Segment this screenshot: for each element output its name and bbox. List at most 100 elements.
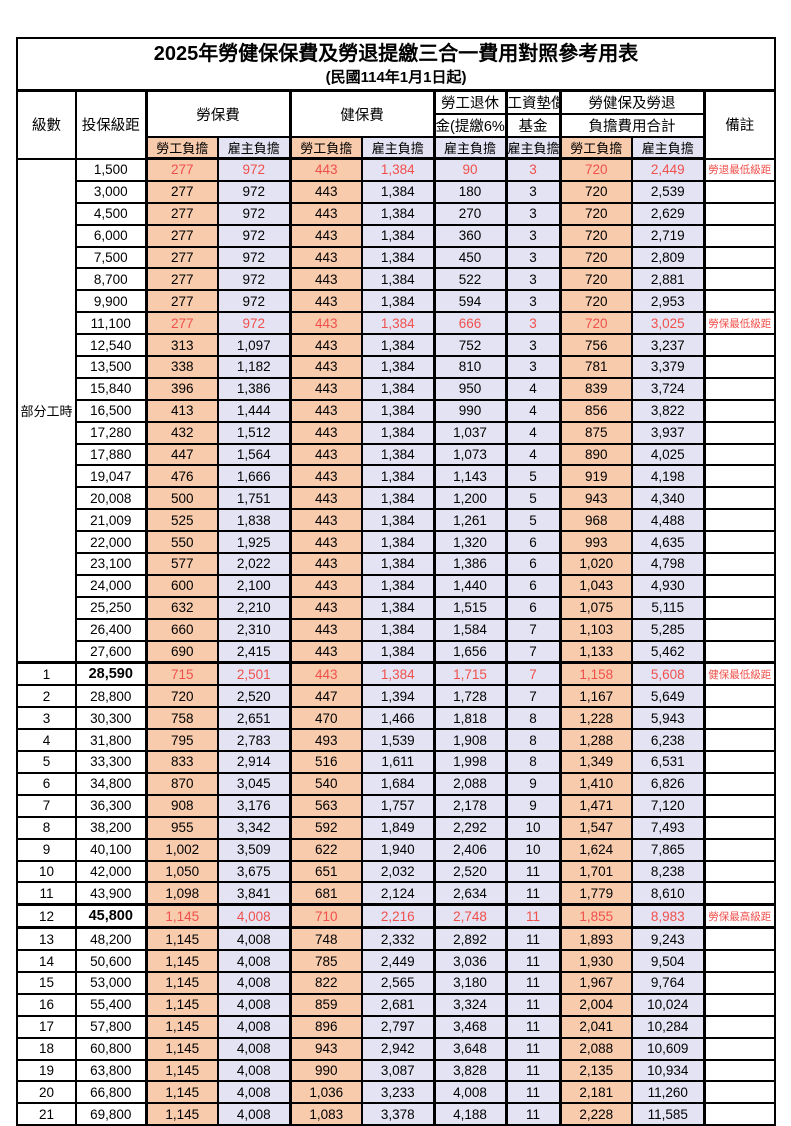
cell-labor-employee: 833 bbox=[144, 750, 219, 774]
table-row: 17 57,800 1,145 4,008 896 2,797 3,468 11 2,041 10… bbox=[16, 1014, 777, 1039]
cell-total-employee: 1,893 bbox=[558, 926, 633, 952]
cell-total-employee: 1,075 bbox=[558, 595, 633, 620]
cell-level: 19 bbox=[16, 1058, 77, 1083]
cell-total-employer: 2,881 bbox=[631, 267, 705, 292]
cell-health-employer: 2,449 bbox=[361, 949, 435, 973]
cell-health-employee: 681 bbox=[288, 881, 363, 906]
cell-total-employee: 993 bbox=[558, 530, 633, 555]
cell-health-employee: 443 bbox=[288, 157, 363, 182]
table-row: 9,900 277 972 443 1,384 594 3 720 2,953 bbox=[17, 289, 777, 314]
cell-fund-employer: 5 bbox=[504, 464, 561, 489]
cell-level: 21 bbox=[16, 1102, 77, 1126]
cell-health-employer: 1,849 bbox=[361, 815, 435, 840]
cell-health-employer: 1,384 bbox=[361, 201, 435, 226]
cell-fund-employer: 11 bbox=[504, 1036, 561, 1061]
cell-labor-employee: 955 bbox=[144, 815, 219, 840]
table-row: 15,840 396 1,386 443 1,384 950 4 839 3,724 bbox=[17, 376, 777, 401]
cell-total-employee: 919 bbox=[558, 464, 633, 489]
cell-health-employer: 1,384 bbox=[361, 245, 435, 270]
cell-health-employer: 2,942 bbox=[361, 1036, 435, 1061]
table-row: 12 45,800 1,145 4,008 710 2,216 2,748 11 1,855 8,… bbox=[16, 903, 777, 929]
cell-level: 8 bbox=[16, 815, 77, 840]
table-row: 20,008 500 1,751 443 1,384 1,200 5 943 4,340 bbox=[17, 486, 777, 511]
cell-fund-employer: 3 bbox=[504, 245, 561, 270]
cell-bracket: 31,800 bbox=[75, 728, 147, 753]
cell-remark bbox=[702, 684, 777, 709]
cell-labor-employee: 277 bbox=[144, 267, 219, 292]
table-row: 21 69,800 1,145 4,008 1,083 3,378 4,188 11 2,228… bbox=[16, 1102, 777, 1126]
cell-health-employer: 1,940 bbox=[361, 837, 435, 862]
cell-total-employee: 968 bbox=[558, 508, 633, 533]
cell-health-employer: 1,384 bbox=[361, 552, 435, 576]
cell-remark bbox=[702, 1058, 777, 1083]
cell-labor-employer: 3,675 bbox=[217, 859, 291, 884]
cell-remark bbox=[702, 881, 777, 906]
cell-pension-employer: 950 bbox=[432, 376, 507, 401]
cell-remark bbox=[702, 992, 777, 1017]
cell-remark bbox=[702, 639, 777, 665]
table-row: 部分工時 1,500 277 972 443 1,384 90 3 720 2,449 勞退最低級距 bbox=[16, 157, 777, 664]
cell-total-employee: 1,288 bbox=[558, 728, 633, 753]
cell-fund-employer: 9 bbox=[504, 793, 561, 818]
cell-health-employer: 1,384 bbox=[361, 464, 435, 489]
cell-labor-employer: 4,008 bbox=[217, 1036, 291, 1061]
cell-total-employee: 943 bbox=[558, 486, 633, 511]
table-row: 25,250 632 2,210 443 1,384 1,515 6 1,075 5,115 bbox=[17, 595, 777, 620]
cell-fund-employer: 4 bbox=[504, 442, 561, 467]
cell-health-employer: 1,384 bbox=[361, 508, 435, 533]
cell-health-employee: 443 bbox=[288, 289, 363, 314]
cell-bracket: 15,840 bbox=[75, 376, 147, 401]
cell-health-employee: 443 bbox=[288, 311, 363, 336]
cell-health-employer: 1,384 bbox=[361, 530, 435, 555]
cell-bracket: 17,880 bbox=[75, 442, 147, 467]
cell-fund-employer: 10 bbox=[504, 837, 561, 862]
cell-labor-employer: 2,783 bbox=[217, 728, 291, 753]
cell-labor-employer: 1,666 bbox=[217, 464, 291, 489]
cell-health-employee: 443 bbox=[288, 442, 363, 467]
cell-health-employee: 447 bbox=[288, 684, 363, 709]
cell-level: 17 bbox=[16, 1014, 77, 1039]
cell-bracket: 13,500 bbox=[75, 355, 147, 379]
cell-remark bbox=[702, 201, 777, 226]
cell-labor-employer: 972 bbox=[217, 201, 291, 226]
cell-health-employee: 990 bbox=[288, 1058, 363, 1083]
table-row: 19 63,800 1,145 4,008 990 3,087 3,828 11 2,135 10… bbox=[16, 1058, 777, 1083]
cell-labor-employee: 1,145 bbox=[144, 926, 219, 952]
cell-fund-employer: 3 bbox=[504, 267, 561, 292]
cell-bracket: 69,800 bbox=[75, 1102, 147, 1126]
table-row: 13,500 338 1,182 443 1,384 810 3 781 3,379 bbox=[17, 355, 777, 379]
cell-pension-employer: 1,656 bbox=[432, 639, 507, 665]
cell-total-employer: 2,719 bbox=[631, 223, 705, 248]
subheader-labor-employee: 勞工負擔 bbox=[144, 136, 219, 160]
cell-labor-employer: 972 bbox=[217, 245, 291, 270]
cell-bracket: 6,000 bbox=[75, 223, 147, 248]
cell-fund-employer: 11 bbox=[504, 1102, 561, 1126]
cell-total-employee: 720 bbox=[558, 157, 633, 182]
header-labor-fee: 勞保費 bbox=[144, 89, 291, 138]
cell-total-employer: 5,649 bbox=[631, 684, 705, 709]
cell-level: 9 bbox=[16, 837, 77, 862]
cell-fund-employer: 11 bbox=[504, 881, 561, 906]
table-row: 3 30,300 758 2,651 470 1,466 1,818 8 1,228 5,943 bbox=[16, 706, 777, 731]
cell-total-employer: 10,024 bbox=[631, 992, 705, 1017]
cell-total-employer: 11,585 bbox=[631, 1102, 705, 1126]
cell-bracket: 33,300 bbox=[75, 750, 147, 774]
table-row: 27,600 690 2,415 443 1,384 1,656 7 1,133 5,462 bbox=[17, 639, 777, 665]
cell-bracket: 50,600 bbox=[75, 949, 147, 973]
table-row: 22,000 550 1,925 443 1,384 1,320 6 993 4,635 bbox=[17, 530, 777, 555]
cell-level: 7 bbox=[16, 793, 77, 818]
cell-labor-employee: 1,002 bbox=[144, 837, 219, 862]
cell-level: 11 bbox=[16, 881, 77, 906]
cell-fund-employer: 11 bbox=[504, 1014, 561, 1039]
cell-total-employee: 1,167 bbox=[558, 684, 633, 709]
cell-labor-employer: 2,651 bbox=[217, 706, 291, 731]
table-row: 5 33,300 833 2,914 516 1,611 1,998 8 1,349 6,531 bbox=[16, 750, 777, 774]
cell-total-employee: 720 bbox=[558, 245, 633, 270]
premium-table: 2025年勞健保保費及勞退提繳三合一費用對照參考用表 (民國114年1月1日起)… bbox=[15, 37, 777, 1126]
cell-total-employer: 4,930 bbox=[631, 573, 705, 598]
table-row: 26,400 660 2,310 443 1,384 1,584 7 1,103 5,285 bbox=[17, 617, 777, 642]
cell-level: 6 bbox=[16, 771, 77, 796]
cell-total-employer: 8,238 bbox=[631, 859, 705, 884]
cell-fund-employer: 11 bbox=[504, 859, 561, 884]
cell-health-employer: 1,384 bbox=[361, 573, 435, 598]
